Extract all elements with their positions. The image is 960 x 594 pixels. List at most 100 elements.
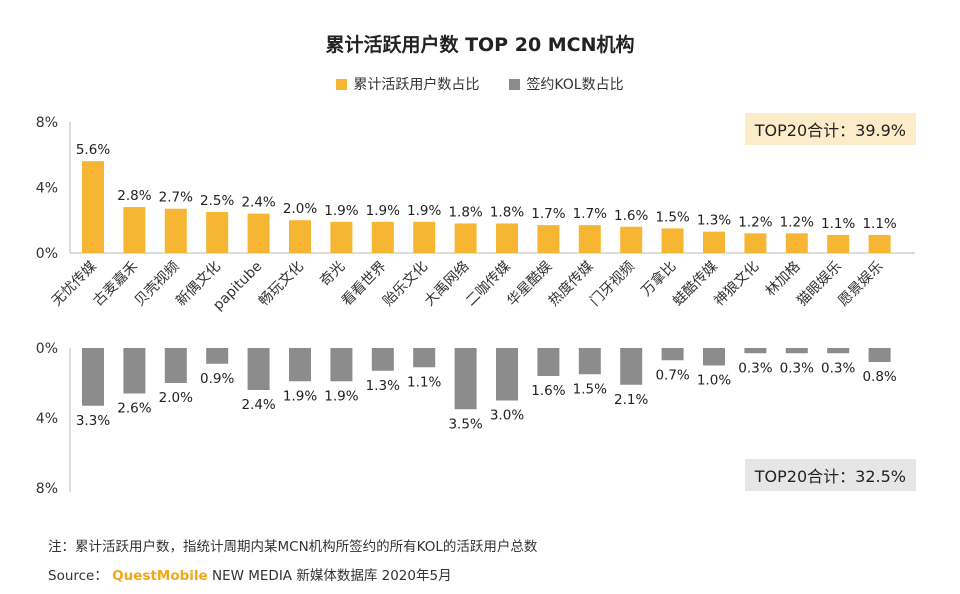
- active-bar: [371, 221, 394, 253]
- kol-bar: [289, 348, 311, 382]
- active-bar: [578, 225, 601, 253]
- active-bar: [164, 208, 187, 253]
- active-bar: [413, 221, 436, 253]
- active-bar: [703, 231, 725, 253]
- legend-label-kol: 签约KOL数占比: [526, 77, 624, 93]
- category-label: 无忧传媒: [49, 259, 100, 310]
- active-value-label: 1.9%: [366, 203, 400, 219]
- active-bar: [868, 234, 891, 253]
- source-line: Source： QuestMobile NEW MEDIA 新媒体数据库 202…: [48, 564, 452, 584]
- category-label: 热度传媒: [546, 259, 597, 310]
- kol-bar: [330, 348, 353, 382]
- active-bar: [454, 223, 477, 253]
- kol-value-label: 1.1%: [407, 374, 441, 390]
- kol-bar: [868, 348, 891, 362]
- kol-value-label: 2.0%: [159, 390, 193, 406]
- legend: 累计活跃用户数占比 签约KOL数占比: [0, 74, 960, 94]
- active-bar: [744, 233, 767, 253]
- kol-bar: [413, 348, 436, 368]
- active-bar: [330, 221, 353, 253]
- active-value-label: 1.2%: [738, 214, 772, 230]
- legend-item-kol: 签约KOL数占比: [509, 74, 624, 94]
- kol-bar: [537, 348, 560, 376]
- kol-value-label: 3.3%: [76, 413, 110, 429]
- active-value-label: 1.3%: [697, 213, 731, 229]
- kol-bar: [620, 348, 643, 385]
- active-value-label: 2.8%: [117, 188, 151, 204]
- kol-bar: [827, 348, 850, 354]
- top-y-tick-label: 4%: [36, 180, 58, 196]
- kol-value-label: 0.7%: [655, 367, 689, 383]
- legend-label-active: 累计活跃用户数占比: [353, 77, 480, 93]
- category-label: 畅玩文化: [256, 259, 307, 310]
- kol-bar: [123, 348, 146, 394]
- kol-value-label: 1.9%: [283, 388, 317, 404]
- kol-bar: [206, 348, 229, 364]
- category-label: 门牙视频: [587, 259, 638, 310]
- active-value-label: 1.6%: [614, 208, 648, 224]
- active-bar: [206, 212, 229, 253]
- kol-bar: [371, 348, 394, 371]
- category-label: 万拿比: [638, 258, 680, 300]
- kol-value-label: 2.1%: [614, 392, 648, 408]
- active-bar: [247, 213, 270, 253]
- chart-title: 累计活跃用户数 TOP 20 MCN机构: [325, 34, 635, 56]
- active-bar: [785, 233, 808, 253]
- source-rest: NEW MEDIA 新媒体数据库 2020年5月: [211, 568, 452, 584]
- kol-value-label: 2.6%: [117, 401, 151, 417]
- active-bar: [661, 228, 684, 253]
- active-value-label: 1.7%: [531, 206, 565, 222]
- total-active-badge: TOP20合计：39.9%: [744, 113, 916, 145]
- kol-bar: [164, 348, 187, 383]
- active-bar: [496, 223, 518, 253]
- kol-value-label: 0.8%: [862, 369, 896, 385]
- kol-value-label: 0.3%: [780, 360, 814, 376]
- active-value-label: 1.7%: [573, 206, 607, 222]
- top-y-tick-label: 0%: [36, 246, 58, 262]
- category-label: 蛙酷传媒: [670, 259, 721, 310]
- active-value-label: 2.0%: [283, 201, 317, 217]
- kol-value-label: 1.9%: [324, 388, 358, 404]
- kol-value-label: 1.3%: [366, 378, 400, 394]
- kol-value-label: 0.3%: [738, 360, 772, 376]
- category-label: 二咖传媒: [463, 259, 514, 310]
- active-bar: [620, 226, 643, 253]
- active-value-label: 1.1%: [821, 216, 855, 232]
- kol-value-label: 0.3%: [821, 360, 855, 376]
- bottom-y-tick-label: 4%: [36, 411, 58, 427]
- category-label: 奇光: [316, 258, 348, 290]
- category-label: 神狼文化: [711, 259, 762, 310]
- kol-value-label: 1.5%: [573, 381, 607, 397]
- kol-value-label: 1.6%: [531, 383, 565, 399]
- kol-bar: [454, 348, 477, 410]
- active-value-label: 1.8%: [490, 204, 524, 220]
- active-value-label: 2.4%: [241, 195, 275, 211]
- kol-value-label: 1.0%: [697, 373, 731, 389]
- kol-bar: [82, 348, 104, 406]
- active-bar: [123, 207, 146, 253]
- active-value-label: 1.8%: [448, 204, 482, 220]
- top-y-tick-label: 8%: [36, 115, 58, 131]
- kol-bar: [496, 348, 518, 401]
- bottom-y-tick-label: 8%: [36, 481, 58, 497]
- kol-bar: [785, 348, 808, 354]
- category-label: 贝壳视频: [131, 258, 183, 310]
- category-label: 愿景娱乐: [836, 259, 887, 310]
- active-bar: [289, 220, 311, 253]
- active-value-label: 2.7%: [159, 190, 193, 206]
- kol-value-label: 3.0%: [490, 408, 524, 424]
- legend-swatch-active: [336, 78, 348, 90]
- category-label: 贻乐文化: [380, 259, 431, 310]
- kol-bar: [247, 348, 270, 390]
- kol-value-label: 0.9%: [200, 371, 234, 387]
- footnote: 注：累计活跃用户数，指统计周期内某MCN机构所签约的所有KOL的活跃用户总数: [48, 539, 538, 555]
- category-label: 华星酷娱: [504, 259, 555, 310]
- active-bar: [827, 234, 850, 253]
- bottom-y-tick-label: 0%: [36, 341, 58, 357]
- kol-value-label: 2.4%: [241, 397, 275, 413]
- legend-item-active: 累计活跃用户数占比: [336, 74, 479, 94]
- source-prefix: Source：: [48, 568, 108, 584]
- category-label: 大禹网络: [422, 259, 473, 310]
- kol-bar: [661, 348, 684, 361]
